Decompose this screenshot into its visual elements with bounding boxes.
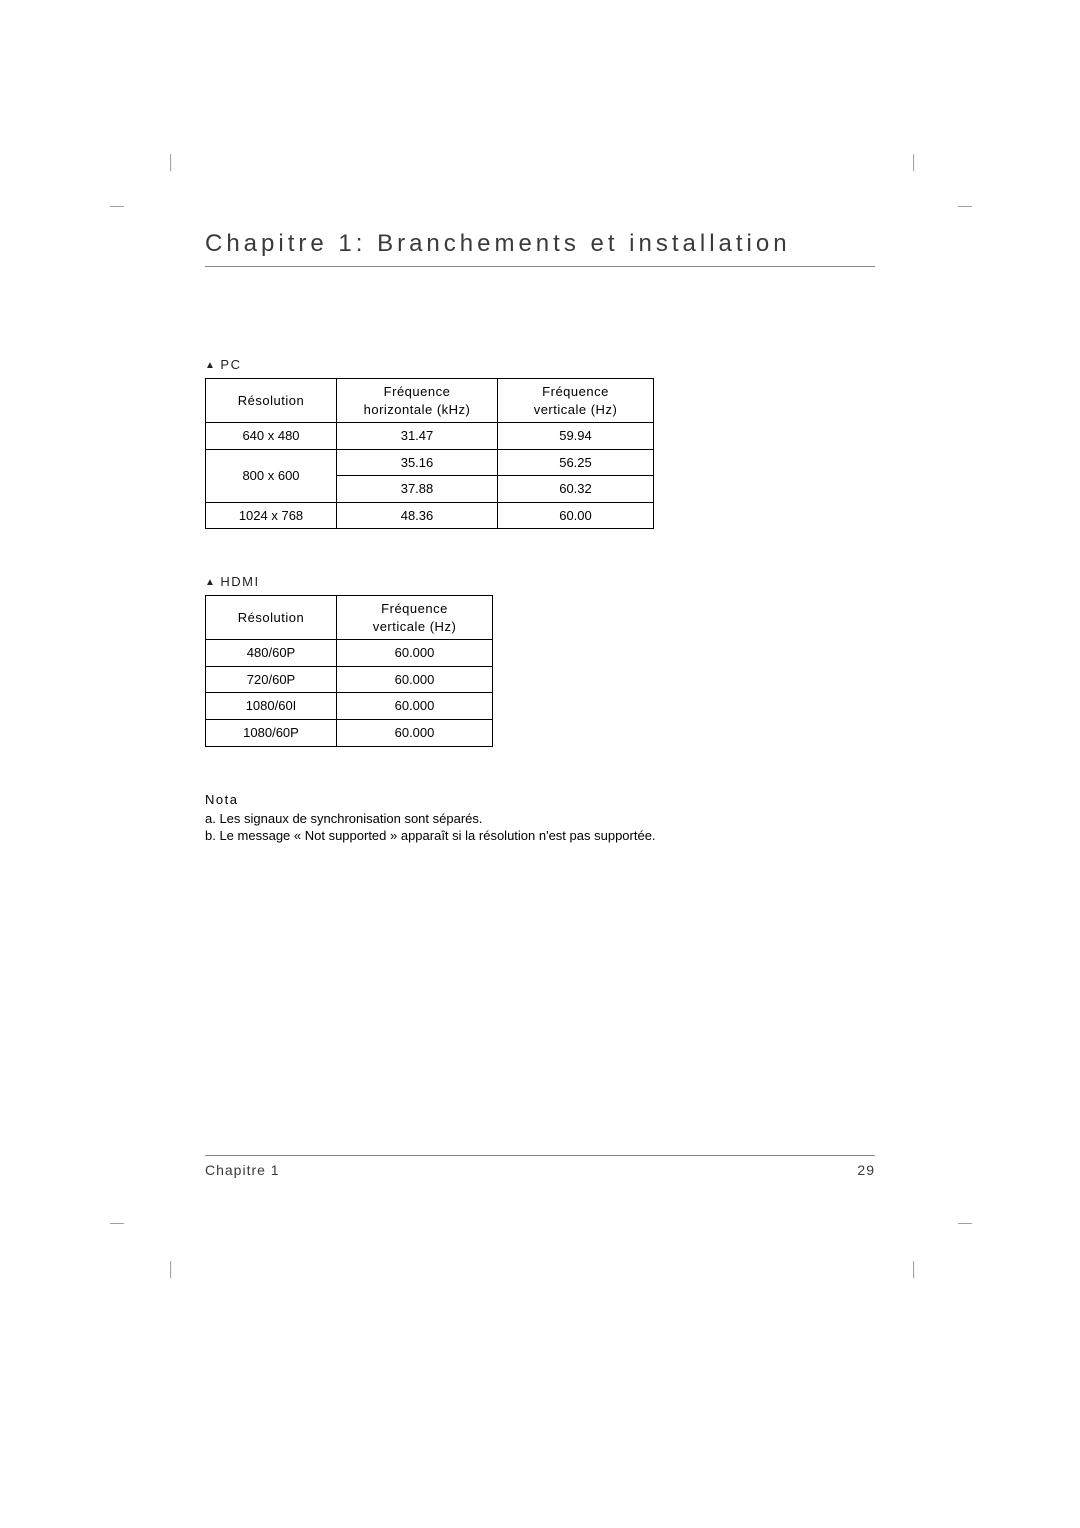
cell-resolution: 800 x 600 (206, 449, 337, 502)
cell-freq-v: 60.000 (337, 720, 493, 747)
cell-freq-v: 56.25 (498, 449, 654, 476)
crop-mark: — (110, 198, 124, 212)
table-row: 640 x 480 31.47 59.94 (206, 423, 654, 450)
crop-mark: — (110, 1215, 124, 1229)
col-header-resolution: Résolution (206, 379, 337, 423)
cell-freq-v: 60.00 (498, 502, 654, 529)
nota-item: b. Le message « Not supported » apparaît… (205, 828, 875, 843)
content-area: Chapitre 1: Branchements et installation… (205, 230, 875, 845)
footer-page-number: 29 (857, 1162, 875, 1178)
cell-freq-v: 59.94 (498, 423, 654, 450)
cell-freq-v: 60.000 (337, 693, 493, 720)
table-row: 720/60P 60.000 (206, 666, 493, 693)
col-header-freq-h-text: Fréquence horizontale (kHz) (364, 384, 471, 417)
cell-freq-h: 31.47 (337, 423, 498, 450)
nota-block: Nota a. Les signaux de synchronisation s… (205, 792, 875, 843)
triangle-icon: ▲ (205, 577, 216, 588)
hdmi-table: Résolution Fréquence verticale (Hz) 480/… (205, 595, 493, 746)
chapter-title: Chapitre 1: Branchements et installation (205, 230, 875, 267)
col-header-freq-h: Fréquence horizontale (kHz) (337, 379, 498, 423)
triangle-icon: ▲ (205, 360, 216, 371)
table-row: 1080/60P 60.000 (206, 720, 493, 747)
nota-item: a. Les signaux de synchronisation sont s… (205, 811, 875, 826)
crop-mark: │ (910, 1262, 919, 1276)
table-header-row: Résolution Fréquence verticale (Hz) (206, 596, 493, 640)
cell-freq-h: 48.36 (337, 502, 498, 529)
col-header-freq-v: Fréquence verticale (Hz) (498, 379, 654, 423)
cell-freq-v: 60.000 (337, 640, 493, 667)
table-row: 1024 x 768 48.36 60.00 (206, 502, 654, 529)
cell-resolution: 1080/60P (206, 720, 337, 747)
hdmi-section: ▲ HDMI Résolution Fréquence verticale (Hz… (205, 574, 875, 746)
nota-title: Nota (205, 792, 875, 807)
page-footer: Chapitre 1 29 (205, 1155, 875, 1178)
col-header-freq-v: Fréquence verticale (Hz) (337, 596, 493, 640)
page: │ │ — — — — │ │ Chapitre 1: Branchements… (0, 0, 1080, 1528)
table-row: 800 x 600 35.16 56.25 (206, 449, 654, 476)
cell-resolution: 1024 x 768 (206, 502, 337, 529)
cell-resolution: 640 x 480 (206, 423, 337, 450)
hdmi-section-label: ▲ HDMI (205, 574, 875, 589)
col-header-freq-v-text: Fréquence verticale (Hz) (534, 384, 618, 417)
hdmi-label-text: HDMI (220, 574, 259, 589)
table-header-row: Résolution Fréquence horizontale (kHz) F… (206, 379, 654, 423)
footer-chapter: Chapitre 1 (205, 1162, 280, 1178)
col-header-resolution: Résolution (206, 596, 337, 640)
cell-freq-h: 37.88 (337, 476, 498, 503)
cell-freq-v: 60.000 (337, 666, 493, 693)
crop-mark: │ (910, 155, 919, 169)
pc-table: Résolution Fréquence horizontale (kHz) F… (205, 378, 654, 529)
cell-freq-h: 35.16 (337, 449, 498, 476)
crop-mark: │ (167, 155, 176, 169)
crop-mark: — (958, 1215, 972, 1229)
table-row: 1080/60I 60.000 (206, 693, 493, 720)
crop-mark: │ (167, 1262, 176, 1276)
cell-resolution: 720/60P (206, 666, 337, 693)
col-header-freq-v-text: Fréquence verticale (Hz) (373, 601, 457, 634)
pc-label-text: PC (220, 357, 241, 372)
cell-freq-v: 60.32 (498, 476, 654, 503)
pc-section-label: ▲ PC (205, 357, 875, 372)
pc-section: ▲ PC Résolution Fréquence horizontale (kH… (205, 357, 875, 529)
table-row: 480/60P 60.000 (206, 640, 493, 667)
cell-resolution: 480/60P (206, 640, 337, 667)
cell-resolution: 1080/60I (206, 693, 337, 720)
crop-mark: — (958, 198, 972, 212)
